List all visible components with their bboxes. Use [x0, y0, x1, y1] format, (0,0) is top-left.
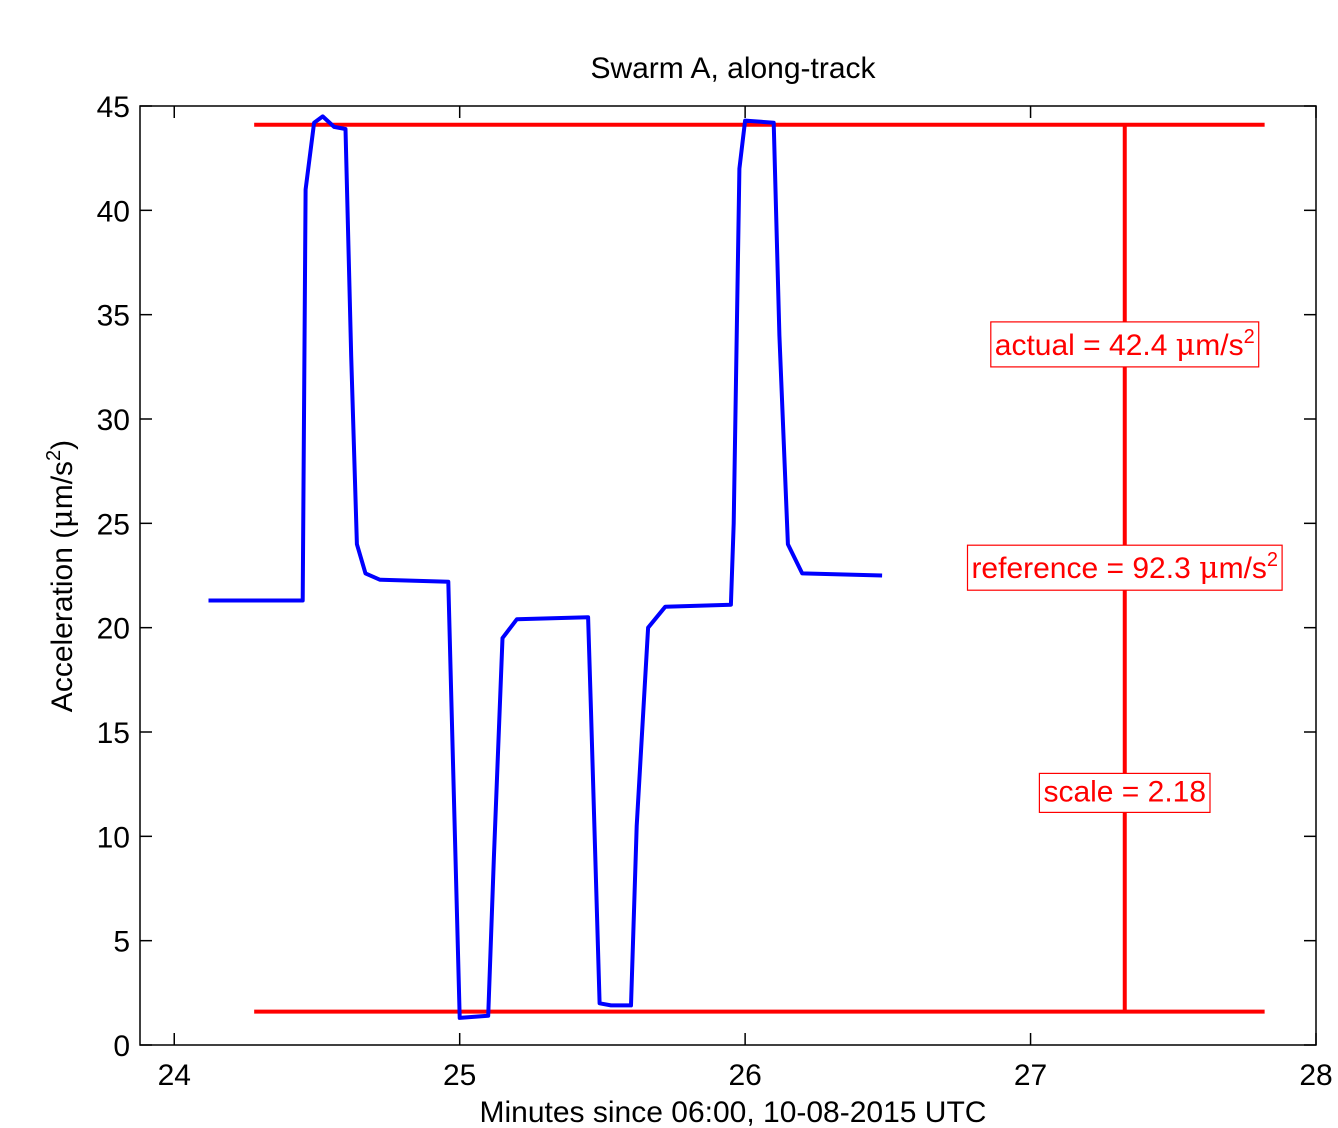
y-tick-label: 30 [97, 404, 130, 437]
x-axis-title: Minutes since 06:00, 10-08-2015 UTC [480, 1096, 987, 1128]
y-tick-label: 15 [97, 717, 130, 750]
annotation-box: reference = 92.3 μm/s2 [966, 544, 1283, 591]
annotation-box: actual = 42.4 μm/s2 [990, 321, 1260, 368]
y-axis-title-close: ) [46, 440, 79, 450]
y-axis-title-main: Acceleration ( [46, 529, 79, 712]
y-tick-label: 0 [113, 1030, 130, 1063]
y-tick-label: 20 [97, 613, 130, 646]
annotation-mu: μ [1199, 551, 1219, 586]
x-tick-label: 24 [158, 1059, 191, 1092]
annotation-text: scale = 2.18 [1043, 775, 1206, 808]
series-line-along-track [208, 114, 883, 1020]
annotation-unit: m/s [1195, 329, 1243, 362]
annotation-unit: m/s [1219, 552, 1267, 585]
annotation-sup: 2 [1267, 549, 1278, 571]
plot-frame [139, 105, 1317, 1046]
annotation-value: actual = 42.4 [995, 329, 1176, 362]
y-axis-title-sup: 2 [43, 450, 65, 461]
annotation-text: reference = 92.3 μm/s2 [971, 549, 1278, 586]
chart-title: Swarm A, along-track [590, 52, 876, 85]
tick-labels: 24 25 26 27 28 0 5 10 15 20 25 30 35 40 45 [97, 91, 1333, 1092]
annotation-value: scale = 2.18 [1043, 775, 1206, 808]
annotation-box-frame [1038, 772, 1211, 814]
y-axis-title-mu: μ [45, 509, 80, 529]
x-tick-label: 26 [728, 1059, 761, 1092]
annotation-text: actual = 42.4 μm/s2 [995, 326, 1255, 363]
y-tick-label: 40 [97, 195, 130, 228]
annotation-sup: 2 [1244, 326, 1255, 348]
annotation-mu: μ [1176, 328, 1196, 363]
x-tick-label: 28 [1299, 1059, 1332, 1092]
x-tick-label: 25 [443, 1059, 476, 1092]
y-tick-label: 5 [113, 926, 130, 959]
y-tick-label: 10 [97, 821, 130, 854]
y-tick-label: 35 [97, 300, 130, 333]
annotation-box: scale = 2.18 [1038, 772, 1211, 814]
annotation-value: reference = 92.3 [971, 552, 1199, 585]
axis-ticks [140, 105, 1317, 1046]
y-axis-title-unit: m/s [46, 461, 79, 509]
y-axis-title: Acceleration (μm/s2) [43, 440, 80, 712]
annotation-box-frame [966, 544, 1283, 591]
annotation-box-frame [990, 321, 1260, 368]
x-tick-label: 27 [1014, 1059, 1047, 1092]
y-tick-label: 25 [97, 508, 130, 541]
y-tick-label: 45 [97, 91, 130, 124]
